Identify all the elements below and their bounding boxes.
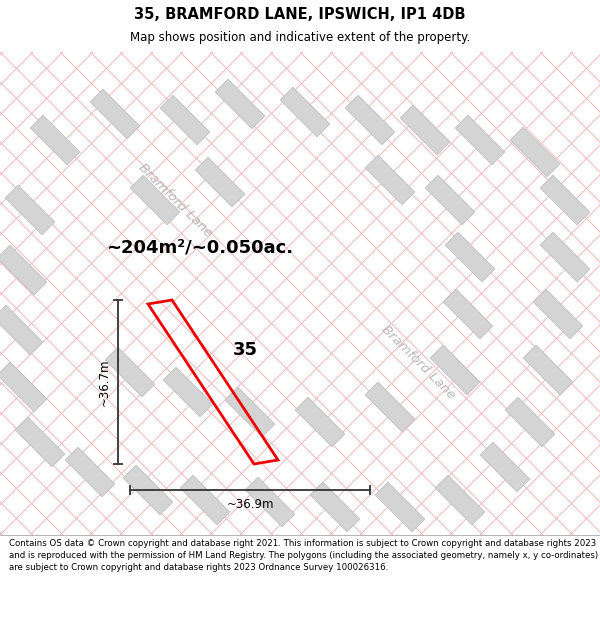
Polygon shape — [310, 482, 360, 532]
Polygon shape — [365, 155, 415, 205]
Polygon shape — [0, 362, 47, 412]
Polygon shape — [15, 418, 65, 467]
Polygon shape — [295, 398, 345, 447]
Polygon shape — [195, 158, 245, 207]
Polygon shape — [445, 232, 495, 282]
Polygon shape — [430, 345, 480, 395]
Polygon shape — [540, 232, 590, 282]
Text: Bramford Lane: Bramford Lane — [379, 322, 457, 401]
Polygon shape — [130, 175, 180, 225]
Text: ~36.7m: ~36.7m — [97, 358, 110, 406]
Polygon shape — [105, 348, 155, 397]
Polygon shape — [435, 475, 485, 525]
Polygon shape — [425, 175, 475, 225]
Text: 35: 35 — [233, 341, 257, 359]
Polygon shape — [0, 305, 43, 355]
Polygon shape — [5, 185, 55, 235]
Polygon shape — [90, 89, 140, 139]
Text: Contains OS data © Crown copyright and database right 2021. This information is : Contains OS data © Crown copyright and d… — [9, 539, 598, 572]
Polygon shape — [365, 382, 415, 432]
Polygon shape — [30, 115, 80, 165]
Polygon shape — [540, 175, 590, 225]
Polygon shape — [123, 465, 173, 515]
Polygon shape — [0, 245, 47, 295]
Polygon shape — [375, 482, 425, 532]
Polygon shape — [533, 289, 583, 339]
Polygon shape — [65, 448, 115, 497]
Text: Map shows position and indicative extent of the property.: Map shows position and indicative extent… — [130, 31, 470, 44]
Polygon shape — [480, 442, 530, 492]
Polygon shape — [225, 388, 275, 437]
Polygon shape — [523, 345, 573, 395]
Polygon shape — [245, 478, 295, 527]
Text: ~36.9m: ~36.9m — [226, 498, 274, 511]
Polygon shape — [180, 475, 230, 525]
Text: 35, BRAMFORD LANE, IPSWICH, IP1 4DB: 35, BRAMFORD LANE, IPSWICH, IP1 4DB — [134, 7, 466, 22]
Polygon shape — [345, 95, 395, 145]
Polygon shape — [510, 127, 560, 177]
Polygon shape — [400, 105, 450, 155]
Polygon shape — [443, 289, 493, 339]
Text: Bramford Lane: Bramford Lane — [136, 161, 214, 239]
Polygon shape — [505, 398, 555, 447]
Polygon shape — [280, 88, 330, 137]
Polygon shape — [163, 368, 213, 417]
Polygon shape — [215, 79, 265, 129]
Polygon shape — [455, 115, 505, 165]
Text: ~204m²/~0.050ac.: ~204m²/~0.050ac. — [106, 239, 293, 257]
Polygon shape — [160, 95, 210, 145]
